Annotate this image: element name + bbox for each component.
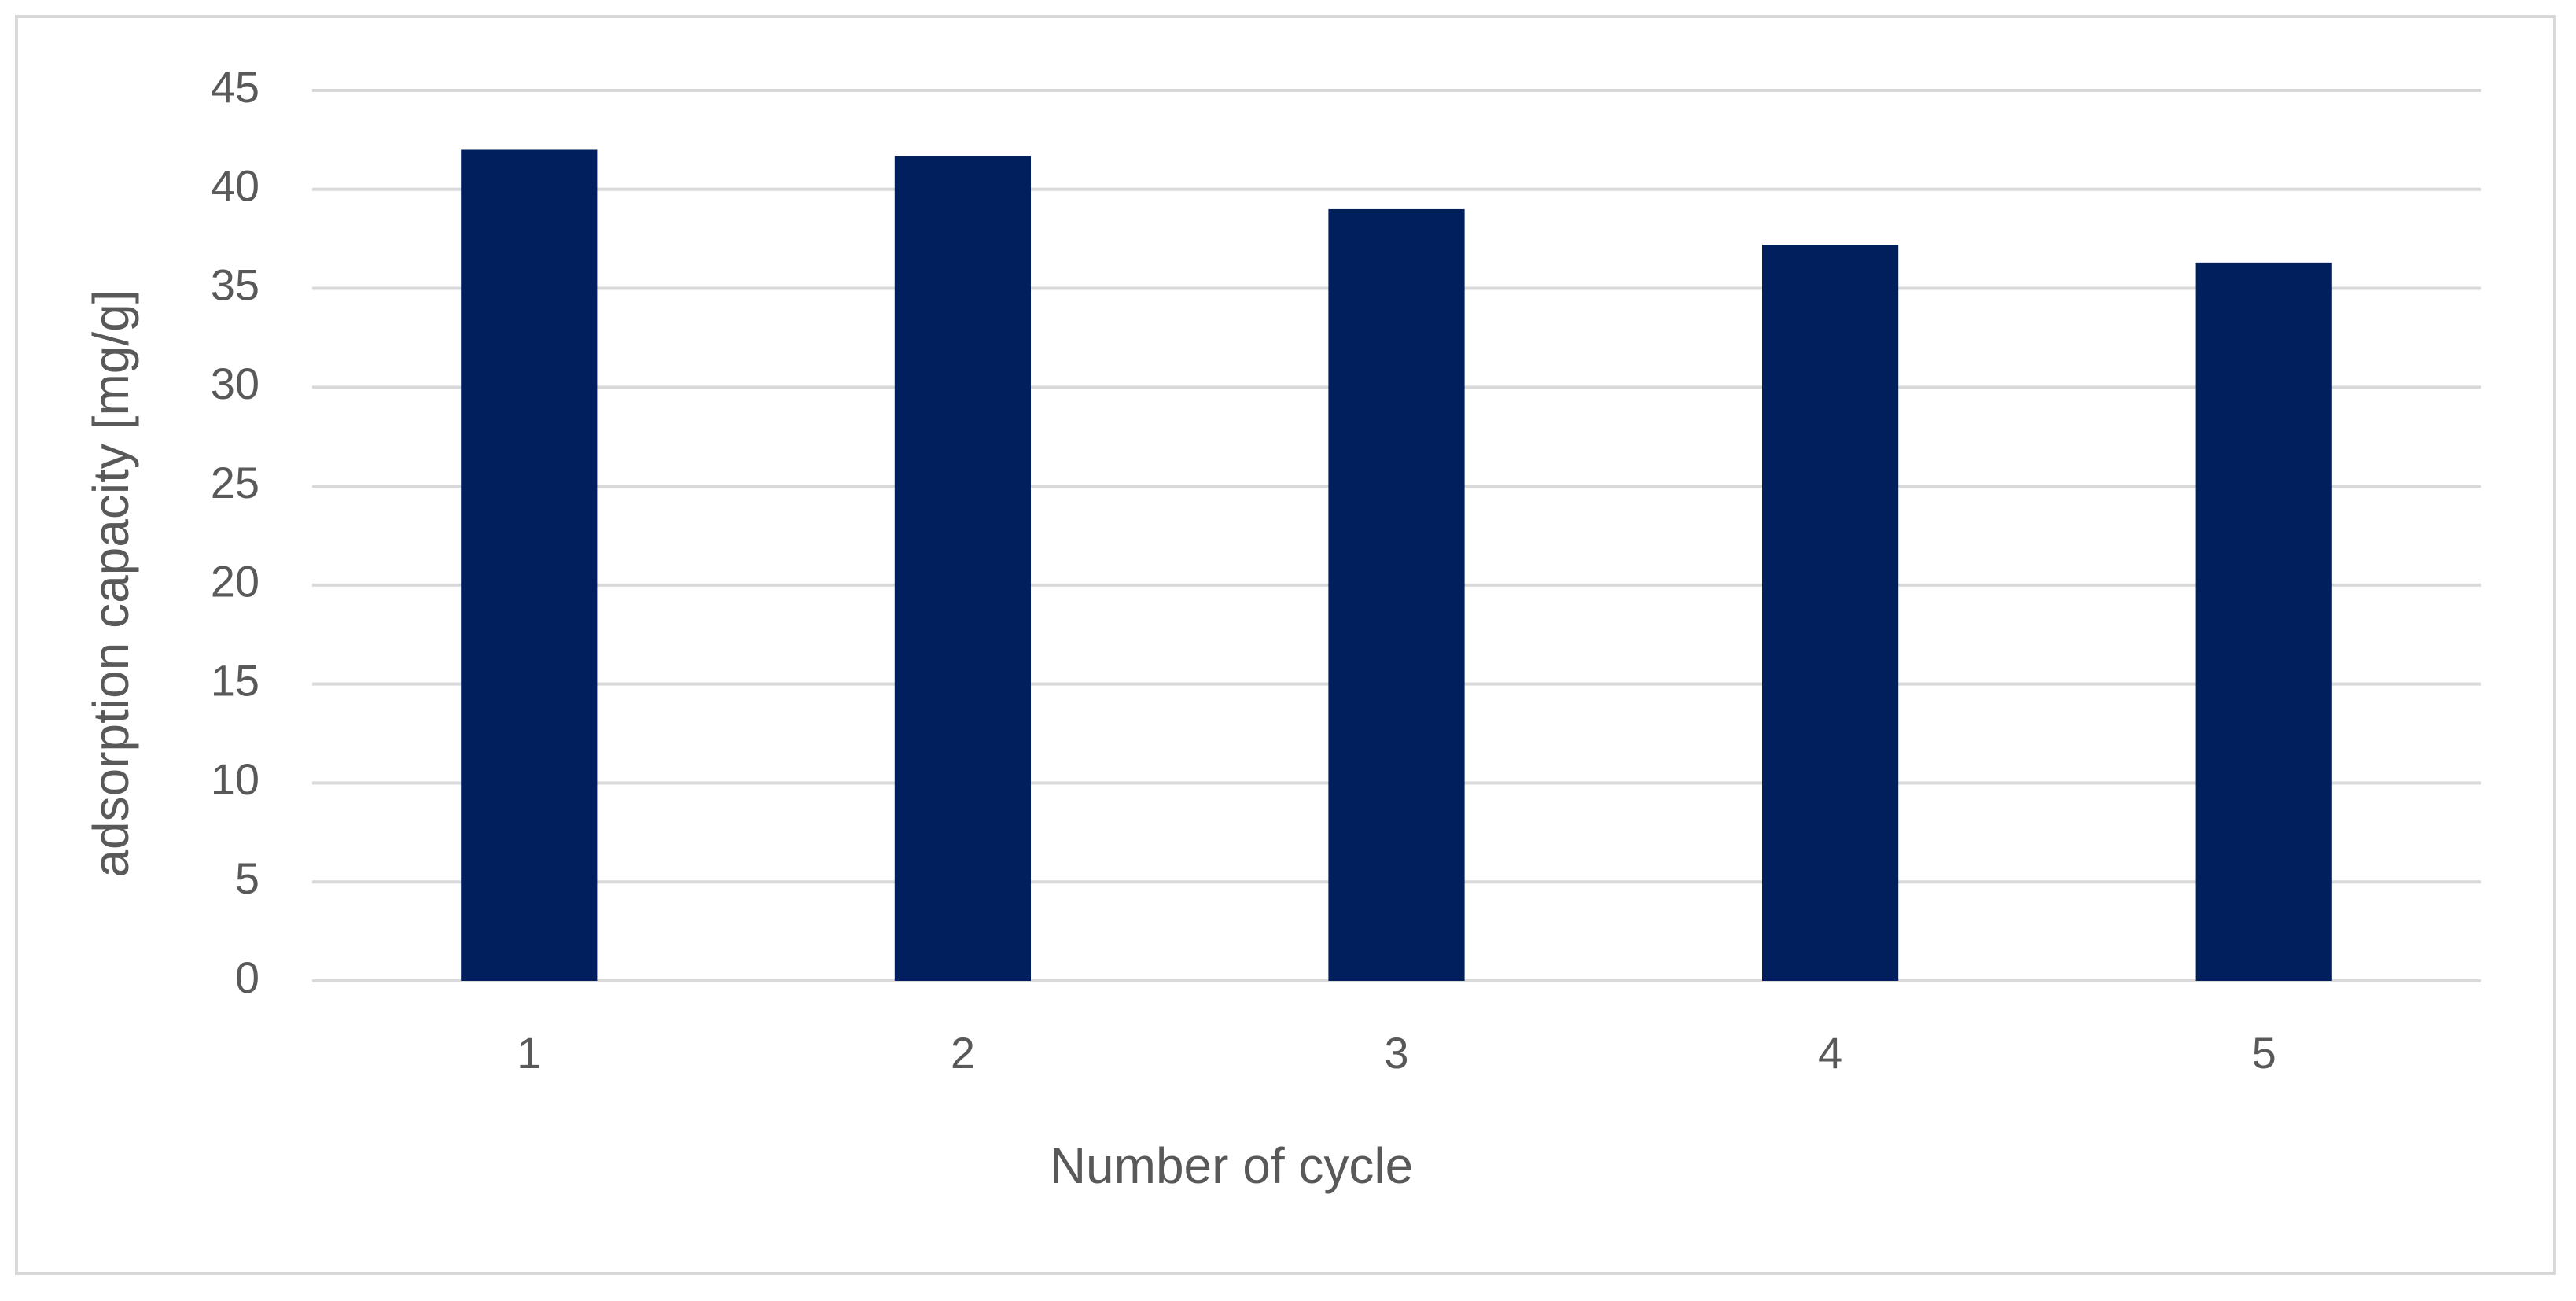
y-tick-label: 15 (211, 655, 259, 705)
x-axis-title: Number of cycle (1050, 1137, 1413, 1194)
y-tick-label: 35 (211, 260, 259, 309)
x-tick-label: 4 (1818, 1028, 1842, 1078)
bar (1328, 208, 1465, 981)
y-tick-label: 30 (211, 359, 259, 408)
y-tick-label: 45 (211, 62, 259, 112)
y-tick-label: 20 (211, 557, 259, 606)
y-axis-title: adsorption capacity [mg/g] (83, 289, 139, 877)
x-tick-label: 3 (1384, 1028, 1408, 1078)
y-tick-label: 10 (211, 754, 259, 804)
y-tick-label: 5 (235, 853, 259, 903)
y-tick-label: 0 (235, 953, 259, 1002)
bar (894, 156, 1032, 982)
x-tick-label: 2 (951, 1028, 975, 1078)
bar (2195, 262, 2332, 981)
bar (1761, 245, 1899, 981)
x-tick-label: 1 (517, 1028, 541, 1078)
y-tick-label: 25 (211, 458, 259, 507)
chart-frame (15, 15, 2556, 1275)
x-tick-label: 5 (2252, 1028, 2276, 1078)
bar (461, 149, 598, 981)
y-tick-label: 40 (211, 161, 259, 211)
